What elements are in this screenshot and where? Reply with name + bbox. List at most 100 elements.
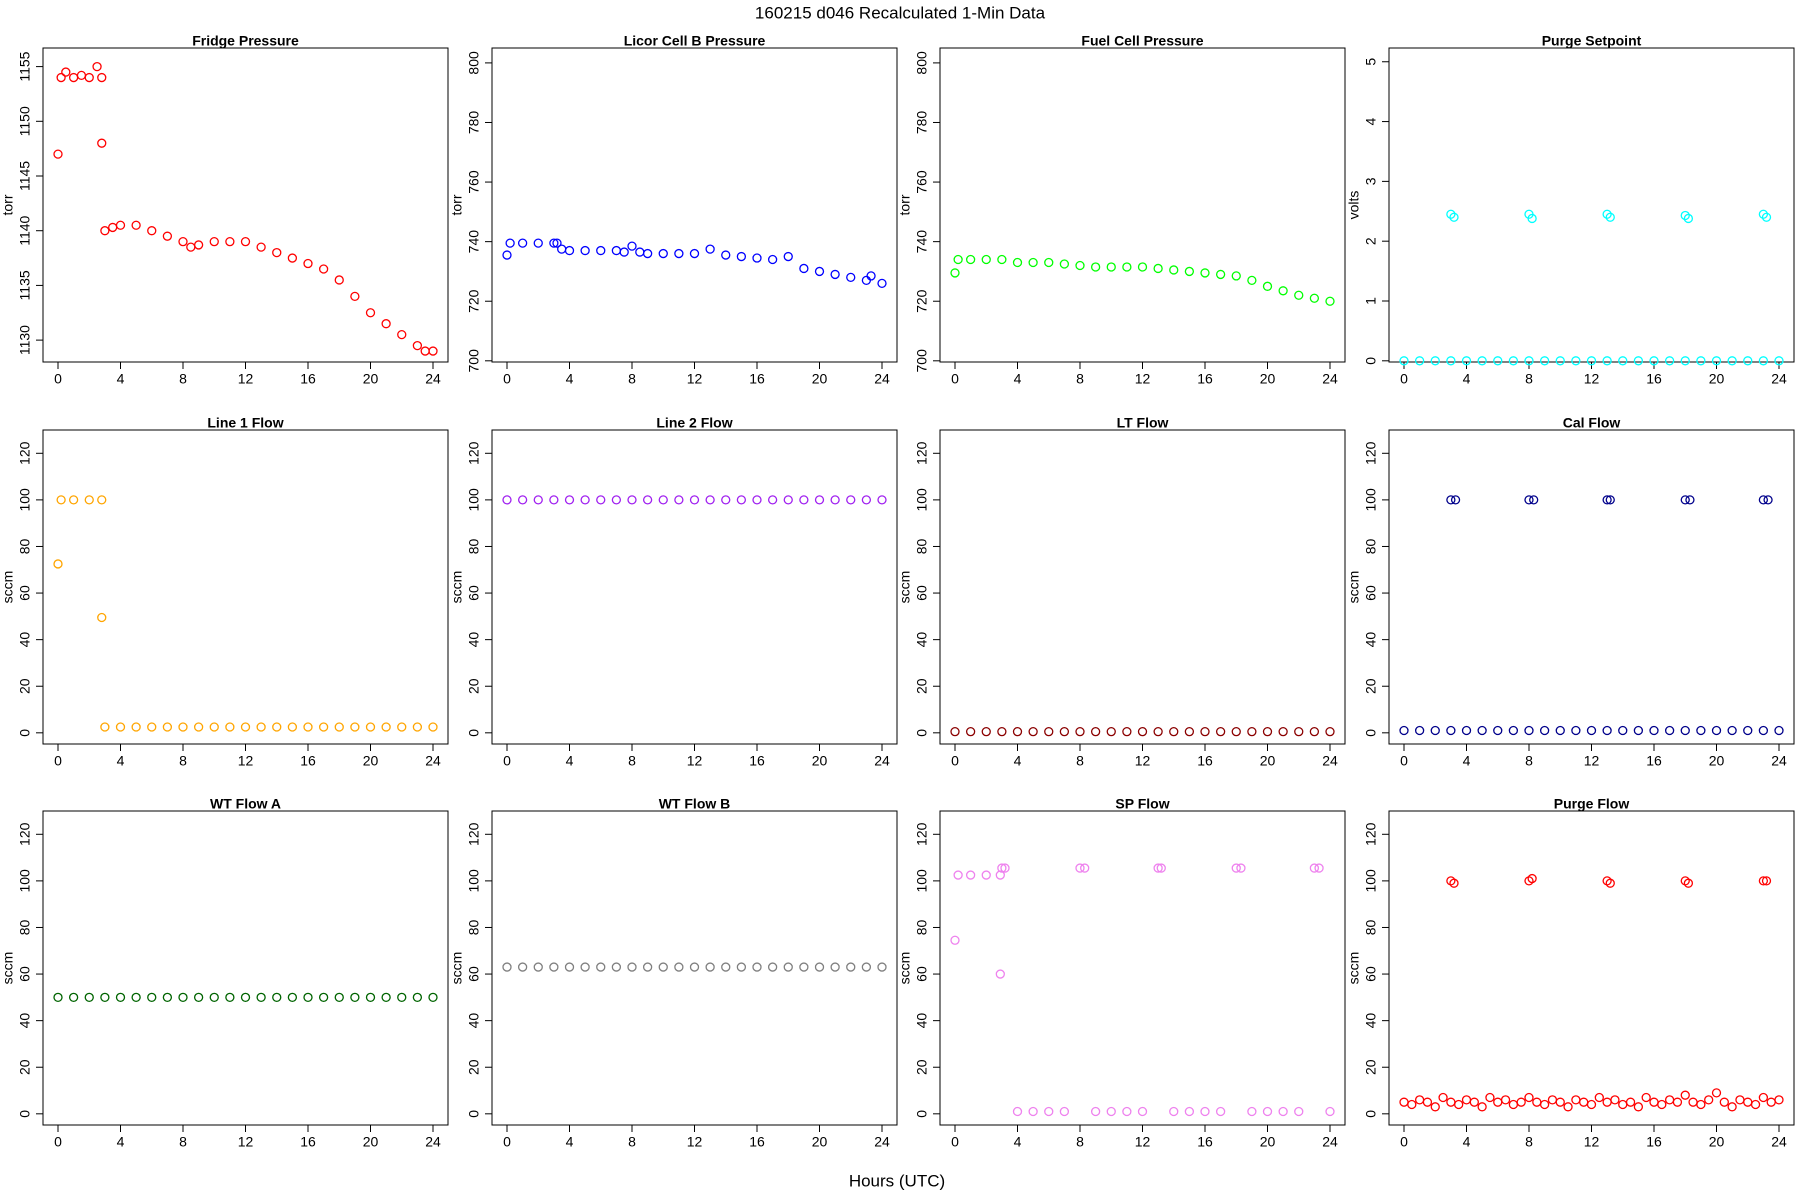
data-point — [1325, 296, 1335, 306]
data-point — [1236, 863, 1246, 873]
x-tick-label: 12 — [238, 1134, 254, 1150]
x-tick-label: 12 — [1584, 371, 1600, 387]
x-tick-label: 24 — [425, 1134, 441, 1150]
data-point — [1477, 1102, 1487, 1112]
data-point — [318, 722, 329, 732]
data-point — [97, 138, 107, 148]
x-tick-label: 16 — [1197, 371, 1213, 387]
data-point — [1169, 727, 1179, 737]
y-tick-label: 1135 — [17, 270, 33, 300]
y-tick-label: 120 — [466, 822, 482, 846]
data-point — [549, 962, 559, 972]
data-point — [705, 962, 715, 972]
data-point — [97, 612, 107, 623]
data-point — [1758, 725, 1769, 736]
y-tick-label: 20 — [914, 1059, 930, 1075]
data-point — [53, 992, 63, 1003]
data-point — [1044, 1106, 1054, 1117]
data-point — [1763, 495, 1773, 505]
data-point — [658, 248, 668, 259]
x-tick-label: 8 — [1525, 753, 1533, 769]
data-point — [1044, 257, 1054, 268]
data-point — [1106, 727, 1116, 737]
x-tick-label: 8 — [1076, 1134, 1084, 1150]
data-point — [318, 992, 329, 1003]
data-point — [564, 495, 575, 505]
y-tick-label: 0 — [17, 729, 33, 737]
y-axis-label: sccm — [897, 571, 913, 604]
x-tick-label: 8 — [628, 753, 636, 769]
x-tick-label: 20 — [1709, 753, 1725, 769]
data-point — [799, 962, 809, 972]
data-point — [505, 238, 515, 248]
data-point — [1469, 1097, 1479, 1107]
data-point — [1231, 863, 1241, 873]
data-point — [950, 935, 960, 945]
data-point — [412, 340, 423, 351]
data-point — [1683, 213, 1694, 224]
data-point — [84, 72, 94, 83]
y-tick-label: 1130 — [17, 325, 33, 355]
x-tick-label: 20 — [363, 753, 379, 769]
x-tick-label: 20 — [363, 1134, 379, 1150]
x-tick-label: 4 — [1014, 1134, 1022, 1150]
x-tick-label: 16 — [1646, 753, 1662, 769]
panel-title: Line 2 Flow — [656, 415, 732, 431]
data-point — [1314, 863, 1324, 873]
data-point — [53, 149, 63, 159]
y-tick-label: 100 — [466, 488, 482, 512]
data-point — [1527, 873, 1537, 884]
data-point — [1602, 495, 1612, 505]
data-point — [209, 237, 219, 247]
y-tick-label: 720 — [466, 289, 482, 313]
data-point — [1555, 356, 1565, 366]
data-point — [736, 495, 747, 505]
data-point — [736, 962, 747, 972]
y-tick-label: 100 — [914, 869, 930, 893]
x-tick-label: 24 — [1322, 371, 1338, 387]
data-point — [1012, 727, 1023, 737]
y-tick-label: 740 — [466, 230, 482, 254]
data-point — [689, 962, 700, 972]
data-point — [1000, 863, 1010, 873]
data-point — [287, 722, 298, 732]
data-point — [397, 722, 407, 732]
data-point — [1137, 727, 1148, 737]
data-point — [381, 722, 391, 732]
x-tick-label: 8 — [1076, 753, 1084, 769]
x-tick-label: 4 — [566, 371, 574, 387]
data-point — [552, 238, 562, 248]
data-point — [1059, 1106, 1070, 1117]
data-point — [1743, 356, 1753, 366]
data-point — [1625, 1097, 1636, 1107]
data-point — [115, 992, 126, 1003]
data-point — [147, 992, 157, 1003]
data-point — [100, 226, 110, 236]
data-point — [240, 992, 251, 1003]
data-point — [1711, 725, 1722, 736]
data-point — [721, 495, 731, 505]
y-tick-label: 120 — [914, 822, 930, 846]
panel-title: LT Flow — [1117, 415, 1169, 431]
data-point — [1586, 1099, 1597, 1110]
x-tick-label: 16 — [1646, 1134, 1662, 1150]
data-point — [549, 495, 559, 505]
y-tick-label: 80 — [914, 538, 930, 554]
data-point — [1641, 1092, 1651, 1103]
data-point — [84, 992, 94, 1003]
data-point — [1446, 725, 1456, 736]
x-tick-label: 0 — [503, 1134, 511, 1150]
data-point — [1602, 725, 1612, 736]
data-point — [1137, 262, 1148, 272]
data-point — [1414, 356, 1425, 366]
x-tick-label: 0 — [951, 371, 959, 387]
data-point — [84, 495, 94, 505]
data-point — [1044, 727, 1054, 737]
x-tick-label: 20 — [363, 371, 379, 387]
data-point — [997, 727, 1007, 737]
data-point — [428, 346, 438, 356]
x-tick-label: 24 — [874, 1134, 890, 1150]
data-point — [549, 238, 559, 248]
data-point — [1153, 727, 1163, 737]
data-point — [1325, 1106, 1335, 1117]
